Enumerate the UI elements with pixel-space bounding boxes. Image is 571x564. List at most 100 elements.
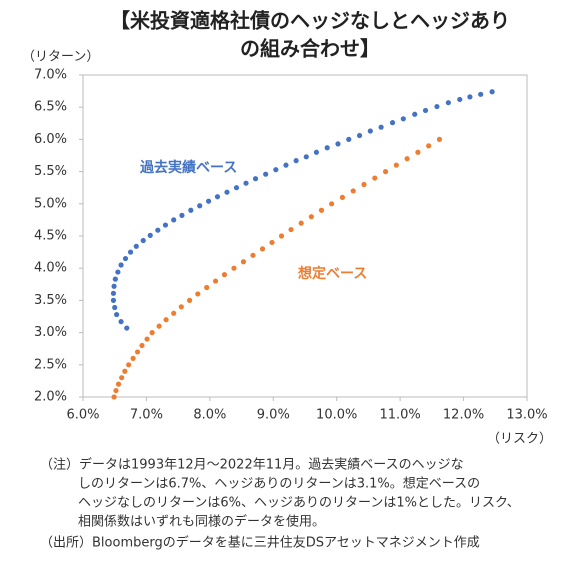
point [313, 149, 320, 155]
point [400, 116, 406, 122]
point [133, 243, 139, 249]
point [179, 212, 185, 218]
point [367, 128, 373, 134]
y-tick-label: 4.5% [34, 229, 67, 244]
y-tick-label: 2.0% [34, 390, 67, 405]
point [155, 227, 161, 233]
point [118, 262, 124, 268]
point [162, 222, 169, 228]
point [163, 317, 169, 323]
point [113, 387, 119, 394]
point [356, 132, 363, 139]
note: （注）データは1993年12月～2022年11月。過去実績ベースのヘッジな [40, 457, 464, 473]
point [250, 252, 256, 258]
point [130, 355, 136, 361]
point [412, 111, 418, 117]
point [111, 394, 117, 400]
point [171, 217, 177, 223]
note: ヘッジなしのリターンは6%、ヘッジありのリターンは1%とした。リスク、 [78, 496, 520, 511]
point [214, 194, 221, 200]
point [186, 297, 193, 303]
point [147, 232, 153, 238]
point [115, 269, 121, 275]
point [140, 237, 146, 244]
point [283, 162, 289, 168]
point [298, 220, 304, 226]
point [195, 291, 201, 297]
point [329, 201, 335, 207]
x-tick-label: 11.0% [379, 408, 420, 423]
y-tick-label: 2.5% [34, 357, 67, 372]
point [112, 276, 118, 282]
point [436, 136, 443, 142]
point [122, 255, 129, 262]
point [426, 143, 432, 149]
note: しのリターンは6.7%、ヘッジありのリターンは3.1%。想定ベースの [78, 476, 480, 492]
point [346, 136, 352, 142]
point [269, 239, 275, 246]
point [308, 214, 314, 220]
point [139, 342, 145, 349]
point [303, 154, 309, 160]
point [205, 198, 212, 204]
point [221, 272, 228, 278]
point [350, 188, 356, 194]
point [422, 107, 429, 114]
point [112, 304, 118, 311]
point [224, 189, 230, 195]
point [110, 290, 117, 296]
x-tick-label: 12.0% [443, 408, 484, 423]
chart-title: 【米投資適格社債のヘッジなしとヘッジあり [110, 9, 510, 33]
point [240, 259, 247, 265]
y-tick-label: 3.0% [34, 325, 67, 340]
point [318, 207, 325, 213]
point [127, 249, 134, 255]
point [378, 124, 384, 130]
point [278, 233, 285, 239]
point [114, 311, 120, 318]
point [372, 175, 378, 181]
point [124, 325, 130, 331]
point [243, 180, 249, 186]
point [259, 246, 266, 252]
point [324, 145, 330, 151]
point [134, 349, 141, 355]
point [489, 89, 495, 95]
point [188, 207, 194, 213]
x-axis-label: （リスク） [487, 432, 552, 447]
x-tick-label: 8.0% [193, 408, 226, 423]
point [178, 304, 184, 310]
note: （出所）Bloombergのデータを基に三井住友DSアセットマネジメント作成 [40, 535, 480, 551]
point [171, 310, 177, 316]
point [156, 323, 162, 329]
point [197, 203, 203, 209]
chart-title: の組み合わせ】 [240, 37, 380, 61]
x-tick-label: 7.0% [130, 408, 163, 423]
point [231, 265, 237, 271]
point [119, 375, 125, 381]
point [404, 156, 410, 162]
point [126, 362, 132, 368]
series-label: 想定ベース [297, 265, 367, 282]
y-axis-label: （リターン） [22, 50, 99, 65]
point [111, 283, 117, 289]
point [457, 96, 463, 103]
point [335, 141, 341, 147]
point [288, 226, 294, 233]
y-tick-label: 6.0% [34, 132, 67, 147]
point [382, 169, 389, 175]
y-tick-label: 3.5% [34, 293, 67, 308]
point [273, 167, 279, 173]
point [339, 194, 346, 200]
y-tick-label: 6.5% [34, 100, 67, 115]
x-tick-label: 10.0% [316, 408, 357, 423]
point [149, 330, 155, 336]
x-tick-label: 13.0% [506, 408, 547, 423]
point [389, 120, 396, 126]
point [233, 185, 240, 191]
y-tick-label: 5.0% [34, 196, 67, 211]
x-tick-label: 9.0% [257, 408, 290, 423]
note: 相関係数はいずれも同様のデータを使用。 [78, 514, 325, 530]
series-label: 過去実績ベース [139, 159, 237, 176]
